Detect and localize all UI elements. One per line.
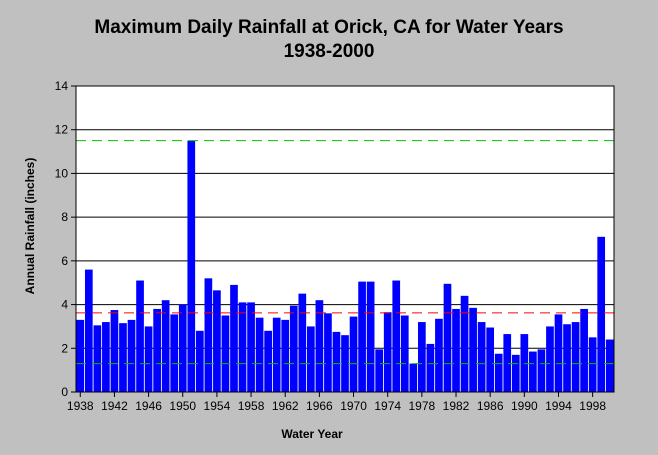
bar-1981 — [443, 283, 452, 392]
x-tick-label: 1974 — [374, 399, 401, 413]
x-tick-label: 1942 — [101, 399, 128, 413]
bar-1972 — [366, 281, 375, 392]
y-tick-label: 12 — [55, 123, 69, 137]
bar-1992 — [537, 349, 546, 392]
bar-1991 — [529, 351, 537, 392]
bar-1954 — [213, 290, 221, 392]
bar-1958 — [247, 302, 255, 392]
bar-1966 — [315, 300, 324, 392]
bar-1963 — [289, 305, 298, 392]
bar-1969 — [341, 335, 349, 392]
bar-1987 — [494, 353, 503, 392]
x-axis-label: Water Year — [281, 427, 343, 441]
bar-1968 — [332, 331, 341, 392]
bar-1979 — [426, 343, 435, 392]
x-tick-label: 1970 — [340, 399, 367, 413]
y-axis-ticks: 0 2 4 6 8 10 12 14 — [55, 79, 76, 399]
bar-1951 — [187, 140, 196, 392]
bar-1946 — [144, 326, 153, 392]
x-tick-label: 1946 — [135, 399, 162, 413]
bar-1962 — [281, 319, 290, 392]
bar-1996 — [571, 322, 580, 392]
bar-1988 — [503, 334, 512, 392]
bar-1985 — [477, 322, 486, 392]
y-tick-label: 10 — [55, 166, 69, 180]
bar-1975 — [392, 280, 401, 392]
bar-2000 — [605, 339, 614, 392]
bar-1944 — [127, 319, 136, 392]
bar-1953 — [204, 278, 213, 392]
bar-1957 — [238, 302, 247, 392]
x-tick-label: 1998 — [579, 399, 606, 413]
chart-title-line-1: Maximum Daily Rainfall at Orick, CA for … — [94, 17, 563, 38]
x-tick-label: 1966 — [306, 399, 333, 413]
bar-1964 — [298, 293, 307, 392]
bar-1993 — [546, 326, 554, 392]
x-tick-label: 1938 — [67, 399, 94, 413]
bar-1949 — [170, 314, 179, 392]
bar-1940 — [93, 325, 102, 392]
bar-1994 — [554, 314, 563, 392]
bar-1977 — [409, 363, 418, 392]
bar-1997 — [580, 308, 588, 392]
x-axis-ticks: 1938 1942 1946 1950 1954 1958 1962 1966 1970 1974… — [67, 392, 606, 413]
y-tick-label: 6 — [61, 254, 68, 268]
bar-1980 — [435, 318, 443, 392]
bar-1959 — [255, 317, 264, 392]
x-tick-label: 1990 — [511, 399, 538, 413]
bar-1942 — [110, 310, 119, 392]
x-tick-label: 1982 — [443, 399, 470, 413]
x-tick-label: 1962 — [272, 399, 299, 413]
bar-1973 — [375, 349, 384, 392]
bar-1986 — [486, 327, 495, 392]
bar-1941 — [102, 322, 110, 392]
y-tick-label: 14 — [55, 79, 69, 93]
bar-1989 — [511, 354, 520, 392]
y-tick-label: 0 — [61, 385, 68, 399]
bar-1990 — [520, 334, 529, 392]
x-tick-label: 1986 — [477, 399, 504, 413]
bar-1967 — [324, 313, 332, 392]
bar-1960 — [264, 330, 272, 392]
bar-1955 — [221, 315, 230, 392]
bar-1965 — [307, 326, 315, 392]
bar-1984 — [469, 307, 477, 392]
bar-1938 — [76, 319, 85, 392]
bar-1995 — [563, 324, 571, 392]
bar-1947 — [153, 308, 161, 392]
x-tick-label: 1950 — [169, 399, 196, 413]
bar-1999 — [597, 236, 606, 392]
bar-1952 — [195, 330, 204, 392]
bar-1998 — [588, 337, 597, 392]
bar-1982 — [452, 308, 460, 392]
y-tick-label: 4 — [61, 298, 68, 312]
bar-1971 — [358, 281, 366, 392]
y-tick-label: 2 — [61, 341, 68, 355]
x-tick-label: 1958 — [238, 399, 265, 413]
bar-1945 — [136, 280, 144, 392]
chart-title-line-2: 1938-2000 — [284, 41, 375, 62]
bar-1974 — [383, 312, 392, 392]
bar-1961 — [272, 317, 281, 392]
x-tick-label: 1954 — [204, 399, 231, 413]
bar-1943 — [119, 323, 127, 392]
bar-1950 — [178, 304, 187, 392]
bar-1976 — [400, 315, 409, 392]
y-axis-label: Annual Rainfall (inches) — [23, 158, 37, 295]
x-tick-label: 1978 — [409, 399, 436, 413]
bar-1939 — [84, 269, 93, 392]
bar-1948 — [161, 300, 170, 392]
bar-1978 — [418, 322, 426, 392]
bar-1983 — [460, 295, 469, 392]
bars — [76, 140, 614, 392]
bar-1956 — [230, 284, 238, 392]
reference-lines — [76, 140, 614, 365]
bar-1970 — [349, 316, 358, 392]
plot-border — [75, 85, 615, 393]
y-tick-label: 8 — [61, 210, 68, 224]
x-tick-label: 1994 — [545, 399, 572, 413]
